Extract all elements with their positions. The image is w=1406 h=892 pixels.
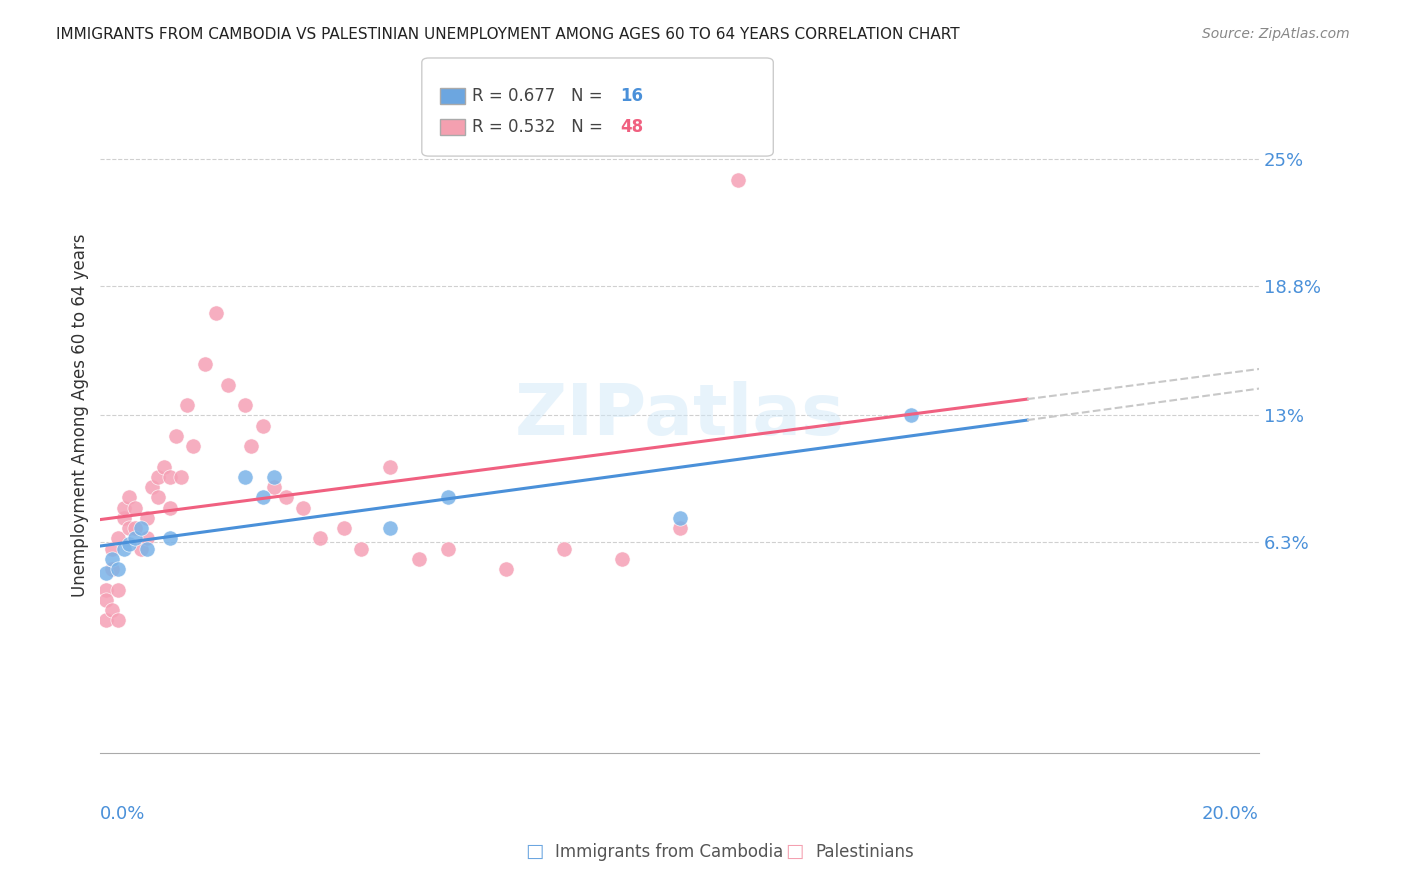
Point [233,470,256,484]
Point [263,480,285,494]
Point [217,377,239,392]
Point [124,500,146,515]
Point [107,562,129,576]
Point [135,532,157,546]
Point [118,537,141,551]
Y-axis label: Unemployment Among Ages 60 to 64 years: Unemployment Among Ages 60 to 64 years [72,234,89,597]
Point [135,541,157,556]
Point [252,491,274,505]
Point [101,562,124,576]
Point [292,500,315,515]
Point [112,511,135,525]
Point [332,521,354,535]
Point [129,521,152,535]
Point [378,521,401,535]
Point [124,532,146,546]
Point [118,491,141,505]
Text: ZIPatlas: ZIPatlas [515,381,845,450]
Point [378,459,401,474]
Point [194,357,217,371]
Point [101,552,124,566]
Point [263,470,285,484]
Point [141,480,163,494]
Point [124,521,146,535]
Point [94,613,117,627]
Point [148,491,170,505]
Point [159,532,181,546]
Text: R = 0.677   N =: R = 0.677 N = [472,87,609,105]
Point [170,470,193,484]
Point [159,470,181,484]
Point [94,582,117,597]
Point [107,582,129,597]
Point [668,521,690,535]
Point [112,541,135,556]
Point [553,541,575,556]
Text: □: □ [524,842,544,862]
Point [176,398,198,412]
Text: R = 0.532   N =: R = 0.532 N = [472,118,609,136]
Point [94,592,117,607]
Point [610,552,633,566]
Text: 48: 48 [620,118,643,136]
Point [107,613,129,627]
Point [408,552,430,566]
Text: Source: ZipAtlas.com: Source: ZipAtlas.com [1202,27,1350,41]
Point [135,511,157,525]
Point [274,491,297,505]
Point [252,418,274,433]
Point [309,532,332,546]
Point [129,541,152,556]
Point [165,429,187,443]
Point [495,562,517,576]
Point [112,500,135,515]
Point [181,439,204,453]
Point [900,409,922,423]
Point [239,439,262,453]
Point [101,603,124,617]
Point [727,173,749,187]
Point [233,398,256,412]
Point [101,541,124,556]
Point [118,521,141,535]
Text: Immigrants from Cambodia: Immigrants from Cambodia [555,843,783,861]
Point [437,491,460,505]
Point [668,511,690,525]
Text: □: □ [785,842,804,862]
Text: IMMIGRANTS FROM CAMBODIA VS PALESTINIAN UNEMPLOYMENT AMONG AGES 60 TO 64 YEARS C: IMMIGRANTS FROM CAMBODIA VS PALESTINIAN … [56,27,960,42]
Text: 0.0%: 0.0% [100,805,146,822]
Point [148,470,170,484]
Point [159,500,181,515]
Text: Palestinians: Palestinians [815,843,914,861]
Point [153,459,176,474]
Point [350,541,373,556]
Point [107,532,129,546]
Point [205,306,228,320]
Text: 20.0%: 20.0% [1202,805,1258,822]
Text: 16: 16 [620,87,643,105]
Point [437,541,460,556]
Point [94,566,117,581]
